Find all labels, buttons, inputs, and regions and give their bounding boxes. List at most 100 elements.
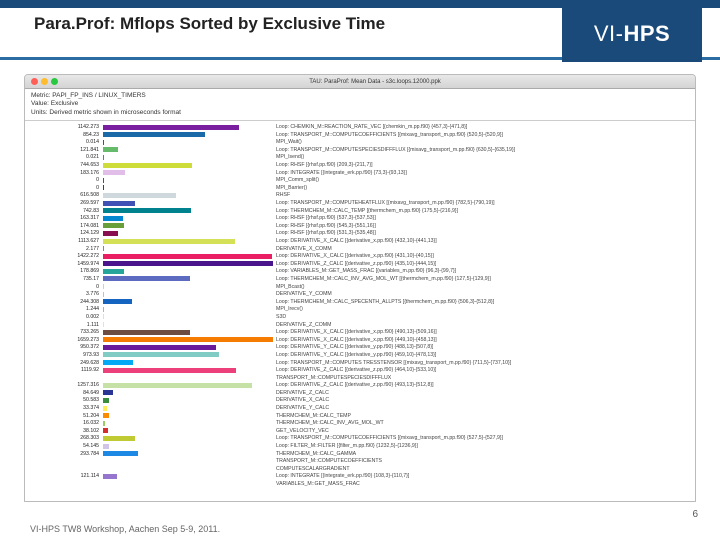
value-cell: 0	[25, 177, 103, 183]
table-row: 268.303Loop: TRANSPORT_M::COMPUTECOEFFIC…	[25, 435, 695, 443]
bar[interactable]	[103, 292, 104, 297]
bar[interactable]	[103, 398, 109, 403]
window-title: TAU: ParaProf: Mean Data - s3c.loops.120…	[61, 79, 689, 85]
bar[interactable]	[103, 368, 236, 373]
label-cell: Loop: TRANSPORT_M::COMPUTES TRESSTENSOR …	[273, 360, 511, 366]
value-cell: 733.265	[25, 329, 103, 335]
value-cell: 163.317	[25, 215, 103, 221]
bar[interactable]	[103, 390, 113, 395]
bar[interactable]	[103, 125, 239, 130]
value-cell: 0.014	[25, 139, 103, 145]
label-cell: GET_VELOCITY_VEC	[273, 428, 329, 434]
table-row: 742.83Loop: THERMCHEM_M::CALC_TEMP [{the…	[25, 207, 695, 215]
value-cell: 249.628	[25, 360, 103, 366]
bar[interactable]	[103, 261, 273, 266]
paraprof-window: TAU: ParaProf: Mean Data - s3c.loops.120…	[24, 74, 696, 502]
label-cell: Loop: VARIABLES_M::GET_MASS_FRAC [{varia…	[273, 268, 456, 274]
label-cell: Loop: INTEGRATE [{integrate_erk.pp.f90} …	[273, 473, 409, 479]
bar[interactable]	[103, 352, 219, 357]
bar[interactable]	[103, 223, 124, 228]
label-cell: MPI_Barrier()	[273, 185, 307, 191]
table-row: 1459.974Loop: DERIVATIVE_Z_CALC [{deriva…	[25, 260, 695, 268]
bar[interactable]	[103, 147, 118, 152]
table-row: 121.114Loop: INTEGRATE [{integrate_erk.p…	[25, 473, 695, 481]
bar[interactable]	[103, 307, 104, 312]
table-row: 735.17Loop: THERMCHEM_M::CALC_INV_AVG_MO…	[25, 275, 695, 283]
bar[interactable]	[103, 360, 133, 365]
label-cell: Loop: TRANSPORT_M::COMPUTECOEFFICIENTS […	[273, 132, 503, 138]
bar[interactable]	[103, 246, 104, 251]
bar[interactable]	[103, 208, 191, 213]
table-row: 0.021MPI_Isend()	[25, 154, 695, 162]
value-cell: 2.177	[25, 246, 103, 252]
footer-text: VI-HPS TW8 Workshop, Aachen Sep 5-9, 201…	[30, 524, 220, 534]
bar[interactable]	[103, 276, 190, 281]
bar[interactable]	[103, 170, 125, 175]
table-row: 1659.273Loop: DERIVATIVE_X_CALC [{deriva…	[25, 336, 695, 344]
bar[interactable]	[103, 421, 105, 426]
window-titlebar: TAU: ParaProf: Mean Data - s3c.loops.120…	[25, 75, 695, 89]
label-cell: TRANSPORT_M::COMPUTECOEFFICIENTS	[273, 458, 382, 464]
bar[interactable]	[103, 178, 104, 183]
value-cell: 244.308	[25, 299, 103, 305]
table-row: 51.204THERMCHEM_M::CALC_TEMP	[25, 412, 695, 420]
bar[interactable]	[103, 413, 109, 418]
minimize-icon[interactable]	[41, 78, 48, 85]
bar[interactable]	[103, 201, 135, 206]
label-cell: Loop: DERIVATIVE_X_CALC [{derivative_x.p…	[273, 337, 437, 343]
bar[interactable]	[103, 345, 216, 350]
bar[interactable]	[103, 474, 117, 479]
table-row: 1.244 MPI_Irecv()	[25, 306, 695, 314]
value-cell: 0	[25, 185, 103, 191]
bar[interactable]	[103, 231, 118, 236]
value-cell: 1422.272	[25, 253, 103, 259]
bar[interactable]	[103, 185, 104, 190]
bar[interactable]	[103, 451, 138, 456]
bar[interactable]	[103, 193, 176, 198]
bar[interactable]	[103, 284, 104, 289]
value-cell: 742.83	[25, 208, 103, 214]
value-cell: 973.93	[25, 352, 103, 358]
bar[interactable]	[103, 155, 104, 160]
zoom-icon[interactable]	[51, 78, 58, 85]
bar[interactable]	[103, 406, 107, 411]
bar[interactable]	[103, 428, 108, 433]
table-row: 0.002S3D	[25, 313, 695, 321]
value-cell: 51.204	[25, 413, 103, 419]
bar[interactable]	[103, 383, 252, 388]
value-cell: 178.869	[25, 268, 103, 274]
value-cell: 50.583	[25, 397, 103, 403]
bar[interactable]	[103, 216, 123, 221]
label-cell: Loop: DERIVATIVE_Y_CALC [{derivative_y.p…	[273, 344, 433, 350]
label-cell: Loop: CHEMKIN_M::REACTION_RATE_VEC [{che…	[273, 124, 467, 130]
bar[interactable]	[103, 254, 272, 259]
table-row: 174.081Loop: RHSF [{rhsf.pp.f90} {545,3}…	[25, 222, 695, 230]
close-icon[interactable]	[31, 78, 38, 85]
table-row: TRANSPORT_M::COMPUTESPECIESDIFFFLUX	[25, 374, 695, 382]
bar[interactable]	[103, 299, 132, 304]
label-cell: MPI_Wait()	[273, 139, 302, 145]
bar[interactable]	[103, 163, 192, 168]
table-row: 121.841Loop: TRANSPORT_M::COMPUTESPECIES…	[25, 146, 695, 154]
table-row: 1142.273Loop: CHEMKIN_M::REACTION_RATE_V…	[25, 123, 695, 131]
label-cell: Loop: TRANSPORT_M::COMPUTESPECIESDIFFFLU…	[273, 147, 515, 153]
bar[interactable]	[103, 444, 109, 449]
label-cell: MPI_Irecv()	[273, 306, 303, 312]
bar[interactable]	[103, 322, 104, 327]
bar[interactable]	[103, 269, 124, 274]
bar[interactable]	[103, 337, 273, 342]
table-row: 50.583DERIVATIVE_X_CALC	[25, 397, 695, 405]
bar[interactable]	[103, 140, 104, 145]
value-cell: 84.649	[25, 390, 103, 396]
table-row: 1.111DERIVATIVE_Z_COMM	[25, 321, 695, 329]
value-cell: 1.244	[25, 306, 103, 312]
label-cell: VARIABLES_M::GET_MASS_FRAC	[273, 481, 360, 487]
table-row: 163.317Loop: RHSF [{rhsf.pp.f90} {537,3}…	[25, 214, 695, 222]
label-cell: MPI_Comm_split()	[273, 177, 319, 183]
bar[interactable]	[103, 314, 104, 319]
bar[interactable]	[103, 132, 205, 137]
bar[interactable]	[103, 239, 235, 244]
table-row: 744.653Loop: RHSF [{rhsf.pp.f90} {209,3}…	[25, 161, 695, 169]
bar[interactable]	[103, 330, 190, 335]
bar[interactable]	[103, 436, 135, 441]
